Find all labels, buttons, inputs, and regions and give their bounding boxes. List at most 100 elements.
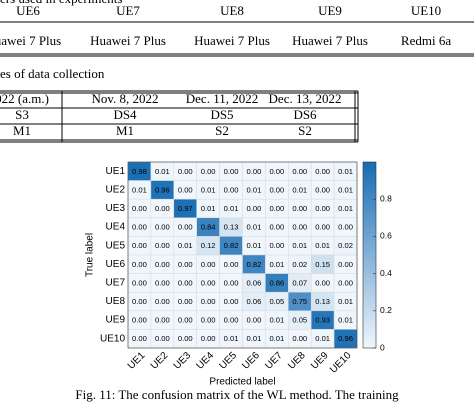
- cell-value: 0.98: [132, 167, 147, 176]
- table-cell: DS4: [113, 107, 137, 122]
- cell-value: 0.00: [224, 297, 239, 306]
- cell-value: 0.00: [178, 278, 193, 287]
- cell-value: 0.00: [201, 260, 216, 269]
- cell-value: 0.00: [315, 167, 330, 176]
- cell-value: 0.00: [224, 278, 239, 287]
- cell-value: 0.01: [178, 241, 193, 250]
- cell-value: 0.01: [315, 241, 330, 250]
- cell-value: 0.00: [178, 185, 193, 194]
- cell-value: 0.00: [269, 167, 284, 176]
- cell-value: 0.01: [132, 185, 147, 194]
- matrix-frame: [127, 161, 358, 349]
- table-cell: M1: [13, 123, 31, 138]
- cell-value: 0.00: [315, 185, 330, 194]
- table-cell: DS6: [293, 107, 317, 122]
- cell-value: 0.01: [338, 297, 353, 306]
- cell-value: 0.00: [292, 167, 307, 176]
- table-header-cell: UE8: [220, 3, 244, 18]
- table-header-cell: UE10: [411, 3, 441, 18]
- col-label: UE6: [240, 350, 262, 372]
- table-cell: S2: [215, 123, 229, 138]
- cell-value: 0.93: [315, 316, 330, 325]
- cell-value: 0.06: [247, 278, 262, 287]
- cell-value: 0.00: [132, 278, 147, 287]
- cell-value: 0.00: [155, 297, 170, 306]
- cell-value: 0.00: [247, 167, 262, 176]
- table-cell: Redmi 6a: [401, 33, 451, 48]
- table-cell: DS5: [210, 107, 233, 122]
- y-axis-label: True label: [85, 233, 96, 277]
- table-cell: Huawei 7 Plus: [90, 33, 166, 48]
- cell-value: 0.00: [132, 297, 147, 306]
- cell-value: 0.01: [338, 167, 353, 176]
- cell-value: 0.00: [178, 334, 193, 343]
- cell-value: 0.05: [269, 297, 284, 306]
- cell-value: 0.02: [338, 241, 353, 250]
- cell-value: 0.12: [201, 241, 216, 250]
- cell-value: 0.13: [315, 297, 330, 306]
- table-cell: S2: [298, 123, 312, 138]
- cell-value: 0.01: [269, 260, 284, 269]
- colorbar-tick-label: 0.8: [380, 193, 392, 203]
- cell-value: 0.00: [201, 316, 216, 325]
- cell-value: 0.00: [178, 223, 193, 232]
- cell-value: 0.00: [247, 316, 262, 325]
- cell-value: 0.00: [178, 167, 193, 176]
- cell-value: 0.01: [247, 223, 262, 232]
- table-header-cell: 022 (a.m.): [0, 91, 49, 106]
- table-header-cell: UE6: [16, 3, 40, 18]
- colorbar: [362, 161, 377, 349]
- cell-value: 0.00: [155, 204, 170, 213]
- row-label: UE4: [106, 222, 126, 233]
- cell-value: 0.86: [269, 278, 284, 287]
- col-label: UE2: [149, 350, 171, 372]
- cell-value: 0.82: [224, 241, 239, 250]
- cell-value: 0.00: [155, 241, 170, 250]
- cell-value: 0.15: [315, 260, 330, 269]
- cell-value: 0.01: [338, 185, 353, 194]
- colorbar-tick-label: 0.2: [380, 305, 392, 315]
- cell-value: 0.00: [269, 223, 284, 232]
- cell-value: 0.01: [224, 334, 239, 343]
- colorbar-tick-label: 0.6: [380, 231, 392, 241]
- cell-value: 0.00: [315, 223, 330, 232]
- col-label: UE1: [126, 350, 148, 372]
- table-header-cell: Dec. 11, 2022: [186, 91, 258, 106]
- cell-value: 0.01: [247, 185, 262, 194]
- cell-value: 0.01: [338, 204, 353, 213]
- content: ers used in experimentsUE6UE7UE8UE9UE10u…: [0, 0, 451, 402]
- colorbar-tick-label: 0.4: [380, 268, 392, 278]
- cell-value: 0.97: [178, 204, 193, 213]
- cell-value: 0.01: [269, 316, 284, 325]
- colorbar-tick-label: 0: [380, 342, 385, 352]
- cell-value: 0.00: [224, 185, 239, 194]
- cell-value: 0.01: [155, 167, 170, 176]
- cell-value: 0.00: [201, 278, 216, 287]
- cell-value: 0.00: [269, 185, 284, 194]
- cell-value: 0.00: [224, 316, 239, 325]
- cell-value: 0.00: [155, 334, 170, 343]
- cell-value: 0.00: [178, 260, 193, 269]
- cell-value: 0.01: [247, 241, 262, 250]
- cell-value: 0.00: [155, 316, 170, 325]
- row-label: UE5: [106, 240, 126, 251]
- cell-value: 0.01: [247, 334, 262, 343]
- cell-value: 0.00: [292, 223, 307, 232]
- cell-value: 0.01: [224, 204, 239, 213]
- col-label: UE8: [286, 350, 308, 372]
- cell-value: 0.00: [338, 223, 353, 232]
- cell-value: 0.00: [224, 260, 239, 269]
- cell-value: 0.00: [132, 334, 147, 343]
- cell-value: 0.75: [292, 297, 307, 306]
- cell-value: 0.00: [132, 204, 147, 213]
- table-cell: uawei 7 Plus: [0, 33, 61, 48]
- cell-value: 0.00: [132, 316, 147, 325]
- cell-value: 0.01: [338, 316, 353, 325]
- cell-value: 0.06: [247, 297, 262, 306]
- cell-value: 0.00: [292, 204, 307, 213]
- row-label: UE6: [106, 259, 126, 270]
- row-label: UE8: [106, 296, 126, 307]
- x-axis-label: Predicted label: [209, 377, 275, 388]
- table-header-cell: UE7: [116, 3, 140, 18]
